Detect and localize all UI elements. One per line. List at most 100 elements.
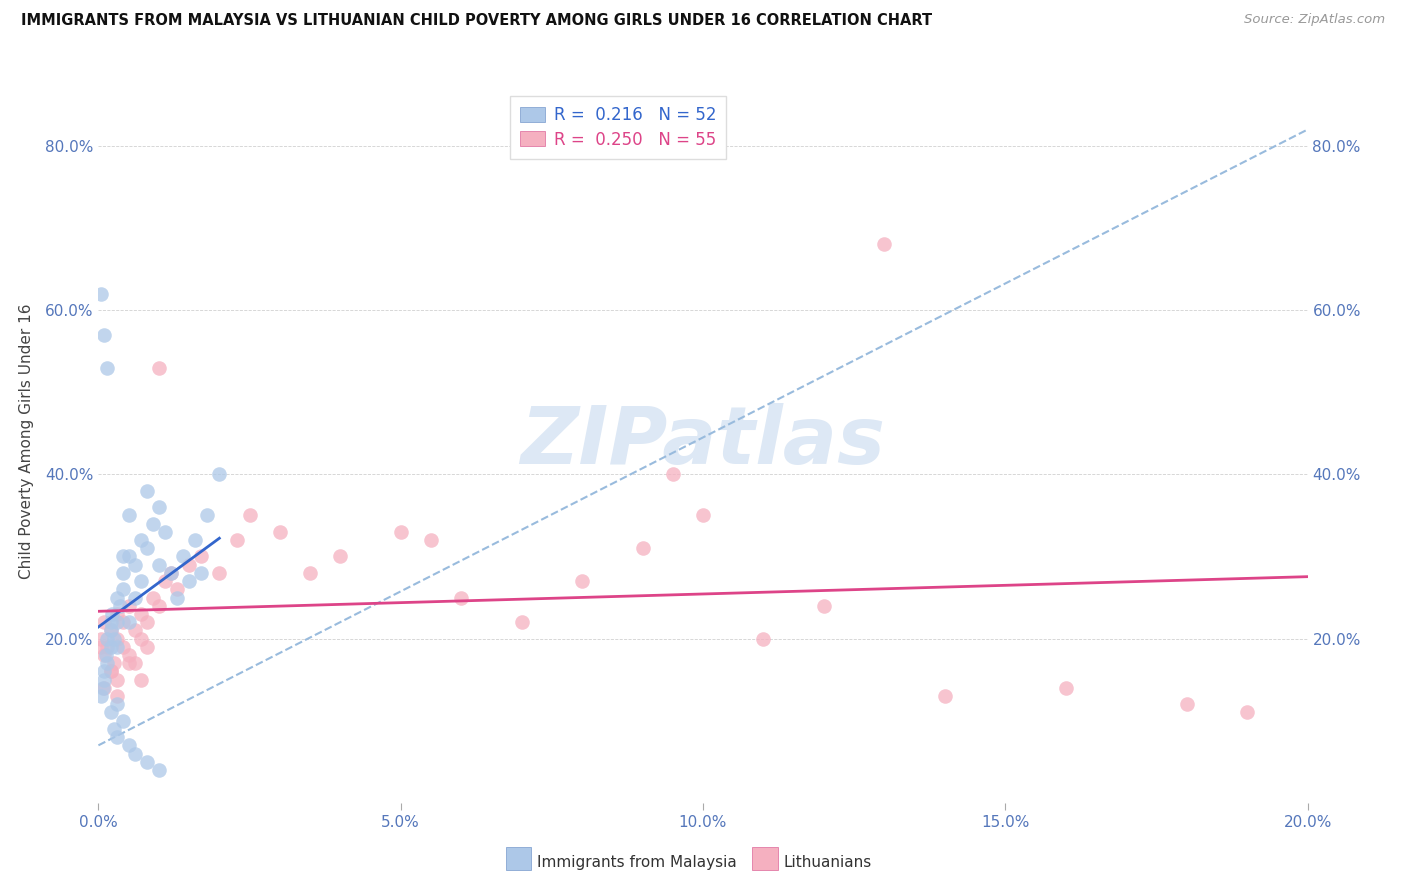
Point <box>190 566 212 580</box>
Point <box>96 640 118 654</box>
Point <box>179 558 201 572</box>
Point <box>118 648 141 662</box>
Point <box>450 591 472 605</box>
Point <box>148 558 170 572</box>
Point <box>153 524 176 539</box>
Point <box>100 706 122 720</box>
Point <box>118 657 141 671</box>
Point <box>148 360 170 375</box>
Text: Lithuanians: Lithuanians <box>783 855 872 870</box>
Point <box>100 640 122 654</box>
Point <box>103 722 125 736</box>
Point <box>179 574 201 588</box>
Point <box>103 657 125 671</box>
Point <box>96 657 118 671</box>
Point <box>108 599 131 613</box>
Point <box>142 516 165 531</box>
Point <box>103 632 125 646</box>
Point <box>873 237 896 252</box>
Point <box>195 508 218 523</box>
Point <box>571 574 593 588</box>
Point <box>100 665 122 679</box>
Text: Source: ZipAtlas.com: Source: ZipAtlas.com <box>1244 13 1385 27</box>
Point <box>105 615 128 630</box>
Legend: R =  0.216   N = 52, R =  0.250   N = 55: R = 0.216 N = 52, R = 0.250 N = 55 <box>510 95 727 159</box>
Point <box>118 508 141 523</box>
Point <box>100 607 122 621</box>
Point <box>184 533 207 547</box>
Point <box>90 689 112 703</box>
Point <box>124 747 146 761</box>
Point <box>105 607 128 621</box>
Point <box>111 714 134 728</box>
Point <box>239 508 262 523</box>
Point <box>93 673 115 687</box>
Point <box>510 615 533 630</box>
Point <box>631 541 654 556</box>
Point <box>94 648 117 662</box>
Point <box>111 549 134 564</box>
Point <box>135 483 157 498</box>
Point <box>166 582 188 597</box>
Point <box>90 640 112 654</box>
Text: Immigrants from Malaysia: Immigrants from Malaysia <box>537 855 737 870</box>
Point <box>111 566 134 580</box>
Point <box>100 624 122 638</box>
Point <box>118 615 141 630</box>
Point <box>91 681 114 695</box>
Point <box>208 566 231 580</box>
Point <box>190 549 212 564</box>
Point <box>135 640 157 654</box>
Point <box>100 615 122 630</box>
Point <box>111 582 134 597</box>
Point <box>142 591 165 605</box>
Point <box>100 665 122 679</box>
Point <box>93 648 115 662</box>
Point <box>96 632 118 646</box>
Point <box>105 730 128 744</box>
Text: ZIPatlas: ZIPatlas <box>520 402 886 481</box>
Point <box>105 632 128 646</box>
Point <box>135 755 157 769</box>
Point <box>208 467 231 482</box>
Point <box>692 508 714 523</box>
Point <box>93 665 115 679</box>
Point <box>105 591 128 605</box>
Point <box>129 574 152 588</box>
Point <box>1054 681 1077 695</box>
Point <box>118 549 141 564</box>
Point <box>100 624 122 638</box>
Point <box>389 524 412 539</box>
Point <box>160 566 183 580</box>
Point <box>118 739 141 753</box>
Point <box>124 624 146 638</box>
Point <box>93 681 115 695</box>
Point <box>129 607 152 621</box>
Point <box>148 599 170 613</box>
Point <box>813 599 835 613</box>
Point <box>90 286 112 301</box>
Point <box>105 698 128 712</box>
Point <box>172 549 194 564</box>
Point <box>153 574 176 588</box>
Point <box>166 591 188 605</box>
Point <box>148 500 170 515</box>
Point <box>661 467 683 482</box>
Point <box>299 566 322 580</box>
Point <box>90 632 112 646</box>
Point <box>124 558 146 572</box>
Point <box>129 673 152 687</box>
Point <box>160 566 183 580</box>
Point <box>148 763 170 777</box>
Text: IMMIGRANTS FROM MALAYSIA VS LITHUANIAN CHILD POVERTY AMONG GIRLS UNDER 16 CORREL: IMMIGRANTS FROM MALAYSIA VS LITHUANIAN C… <box>21 13 932 29</box>
Point <box>129 632 152 646</box>
Y-axis label: Child Poverty Among Girls Under 16: Child Poverty Among Girls Under 16 <box>18 304 34 579</box>
Point <box>752 632 775 646</box>
Point <box>111 640 134 654</box>
Point <box>105 640 128 654</box>
Point <box>111 615 134 630</box>
Point <box>269 524 291 539</box>
Point <box>934 689 956 703</box>
Point <box>226 533 249 547</box>
Point <box>118 599 141 613</box>
